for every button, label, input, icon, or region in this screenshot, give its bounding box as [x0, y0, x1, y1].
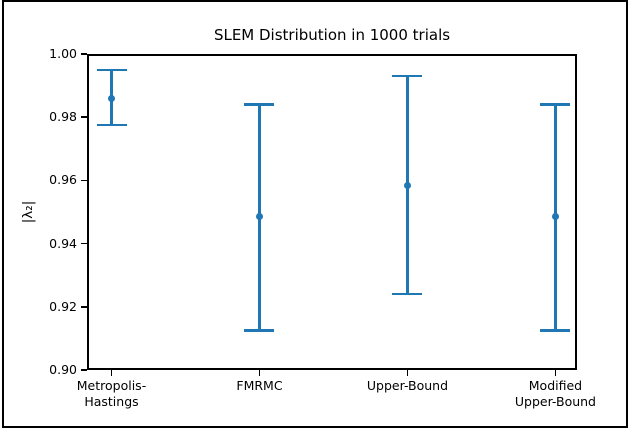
y-tick-label: 0.98 [49, 109, 77, 125]
y-tick-label: 0.96 [49, 172, 77, 188]
error-bar-cap-top [392, 74, 423, 78]
y-tick [81, 306, 87, 308]
x-tick-label: Upper-Bound [337, 378, 477, 394]
error-bar-cap-bottom [392, 292, 423, 296]
y-tick-label: 0.90 [49, 362, 77, 377]
y-axis-left-spine [87, 54, 89, 370]
figure-border [2, 0, 628, 428]
y-tick-label: 1.00 [49, 46, 77, 61]
x-tick [406, 370, 409, 376]
y-tick [81, 242, 87, 245]
y-tick [81, 179, 87, 182]
error-bar-cap-top [244, 103, 275, 106]
error-bar-mean-marker [108, 94, 115, 102]
chart-title: SLEM Distribution in 1000 trials [213, 26, 451, 44]
x-tick-label: Metropolis- Hastings [42, 378, 182, 410]
y-tick [81, 53, 87, 55]
x-axis-bottom-spine [87, 368, 577, 370]
x-tick [110, 370, 113, 376]
error-bar-mean-marker [403, 181, 411, 189]
error-bar-cap-top [540, 103, 571, 106]
x-tick-label-line: Upper-Bound [366, 378, 449, 393]
error-bar-mean-marker [551, 213, 559, 221]
x-tick-label-line: Metropolis- [76, 378, 147, 393]
right-spine [575, 54, 577, 370]
x-tick-label-line: Upper-Bound [514, 394, 596, 409]
error-bar-cap-bottom [96, 123, 127, 127]
top-spine [87, 54, 577, 56]
plot-area: 1.00 0.98 0.96 0.94 0.92 0.90 Metropolis- Hasti… [49, 46, 596, 409]
x-tick-label: Modified Upper-Bound [485, 378, 625, 410]
error-bar-cap-top [96, 68, 127, 72]
x-tick-label: FMRMC [189, 378, 329, 394]
y-tick-label: 0.92 [49, 298, 77, 314]
error-bar-mean-marker [255, 213, 263, 221]
y-tick-label: 0.94 [49, 235, 77, 251]
y-tick [81, 116, 87, 118]
error-bar-cap-bottom [244, 329, 275, 332]
x-tick [258, 370, 261, 376]
x-tick-label-line: Hastings [84, 394, 139, 409]
error-bar-cap-bottom [540, 329, 571, 332]
y-tick [81, 369, 87, 371]
x-tick [554, 370, 557, 376]
x-tick-label-line: FMRMC [236, 378, 283, 393]
y-axis-label: |λ₂| [20, 200, 36, 224]
x-tick-label-line: Modified [528, 378, 583, 393]
